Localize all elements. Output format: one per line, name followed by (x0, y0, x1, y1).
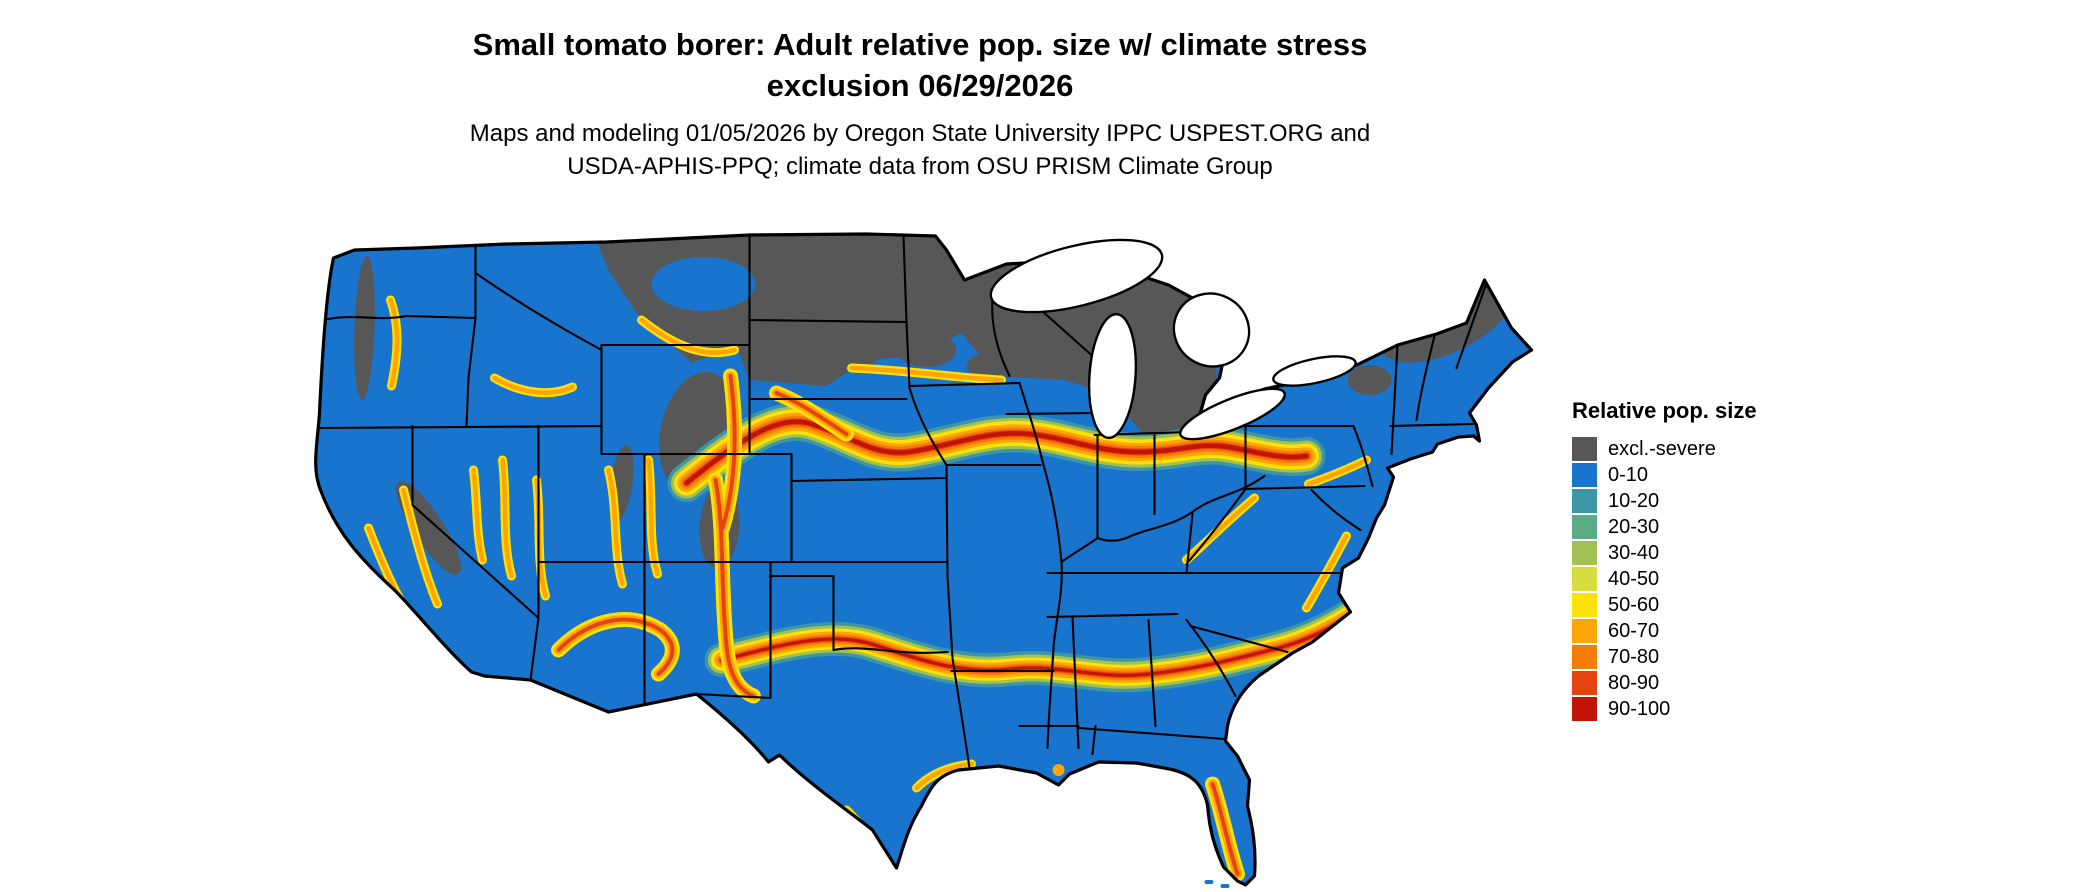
figure-title: Small tomato borer: Adult relative pop. … (0, 24, 1840, 106)
state-borders (318, 234, 1488, 770)
legend-item-label: 10-20 (1608, 490, 1660, 512)
great-lakes (989, 238, 1357, 441)
figure-header: Small tomato borer: Adult relative pop. … (0, 24, 1840, 183)
legend-item-label: 70-80 (1608, 646, 1660, 668)
legend-item-label: 80-90 (1608, 672, 1660, 694)
legend-item: 0-10 (1572, 463, 1892, 487)
map-fill-layer (315, 234, 1532, 885)
legend: Relative pop. size excl.-severe 0-10 10-20… (1572, 398, 1892, 723)
band-layer (556, 374, 1240, 876)
legend-item-label: 60-70 (1608, 620, 1660, 642)
legend-item: 20-30 (1572, 515, 1892, 539)
legend-item-label: 90-100 (1608, 698, 1671, 720)
us-map-svg (314, 232, 1534, 888)
exclusion-region-cascades (354, 256, 375, 400)
us-map (305, 228, 1534, 888)
legend-swatch (1572, 671, 1597, 695)
lake-superior (989, 238, 1164, 314)
legend-swatch (1572, 619, 1597, 643)
legend-title: Relative pop. size (1572, 398, 1757, 423)
legend-item: 90-100 (1572, 697, 1892, 721)
legend-item: 70-80 (1572, 645, 1892, 669)
band-layer (684, 419, 1309, 486)
legend-swatch (1572, 541, 1597, 565)
legend-swatch (1572, 645, 1597, 669)
legend-swatch (1572, 593, 1597, 617)
legend-item: 60-70 (1572, 619, 1892, 643)
legend-swatch (1572, 697, 1597, 721)
us-outline (314, 232, 1534, 887)
legend-swatch (1572, 515, 1597, 539)
legend-item-label: 30-40 (1608, 542, 1660, 564)
figure-subtitle: Maps and modeling 01/05/2026 by Oregon S… (0, 117, 1840, 183)
legend-item-label: 0-10 (1608, 464, 1649, 486)
low-pop-region-montana (651, 257, 756, 311)
high-pop-band-midwest (667, 402, 1326, 502)
legend-item-label: 40-50 (1608, 568, 1660, 590)
legend-item: 40-50 (1572, 567, 1892, 591)
lake-michigan (1087, 312, 1138, 440)
legend-item: 80-90 (1572, 671, 1892, 695)
high-pop-spot-delta (1052, 764, 1065, 776)
figure-subtitle-line1: Maps and modeling 01/05/2026 by Oregon S… (469, 120, 1371, 147)
legend-swatch (1572, 567, 1597, 591)
legend-swatch (1572, 463, 1597, 487)
legend-swatch (1572, 489, 1597, 513)
exclusion-blob (896, 333, 957, 367)
legend-items: excl.-severe 0-10 10-20 20-30 30-40 40-50 50-6… (1572, 437, 1892, 721)
exclusion-blob (825, 341, 878, 371)
lake-huron (1172, 292, 1251, 368)
high-pop-mountain-ridges (551, 368, 1245, 882)
exclusion-blob (746, 342, 807, 378)
legend-item-label: 20-30 (1608, 516, 1660, 538)
legend-item-label: 50-60 (1608, 594, 1660, 616)
figure-title-line1: Small tomato borer: Adult relative pop. … (472, 27, 1368, 62)
legend-item: 50-60 (1572, 593, 1892, 617)
keys-dot (1204, 880, 1214, 884)
lake-ontario (1272, 355, 1357, 387)
figure-subtitle-line2: USDA-APHIS-PPQ; climate data from OSU PR… (567, 153, 1273, 180)
exclusion-region-adirondacks (1347, 365, 1392, 395)
legend-item-label: excl.-severe (1608, 438, 1716, 460)
figure-title-line2: exclusion 06/29/2026 (766, 68, 1074, 103)
legend-item: excl.-severe (1572, 437, 1892, 461)
exclusion-blob (966, 353, 1011, 379)
keys-dot (1220, 884, 1230, 888)
legend-item: 10-20 (1572, 489, 1892, 513)
legend-swatch (1572, 437, 1597, 461)
florida-keys (1204, 880, 1230, 888)
lake-erie (1179, 387, 1286, 441)
legend-item: 30-40 (1572, 541, 1892, 565)
